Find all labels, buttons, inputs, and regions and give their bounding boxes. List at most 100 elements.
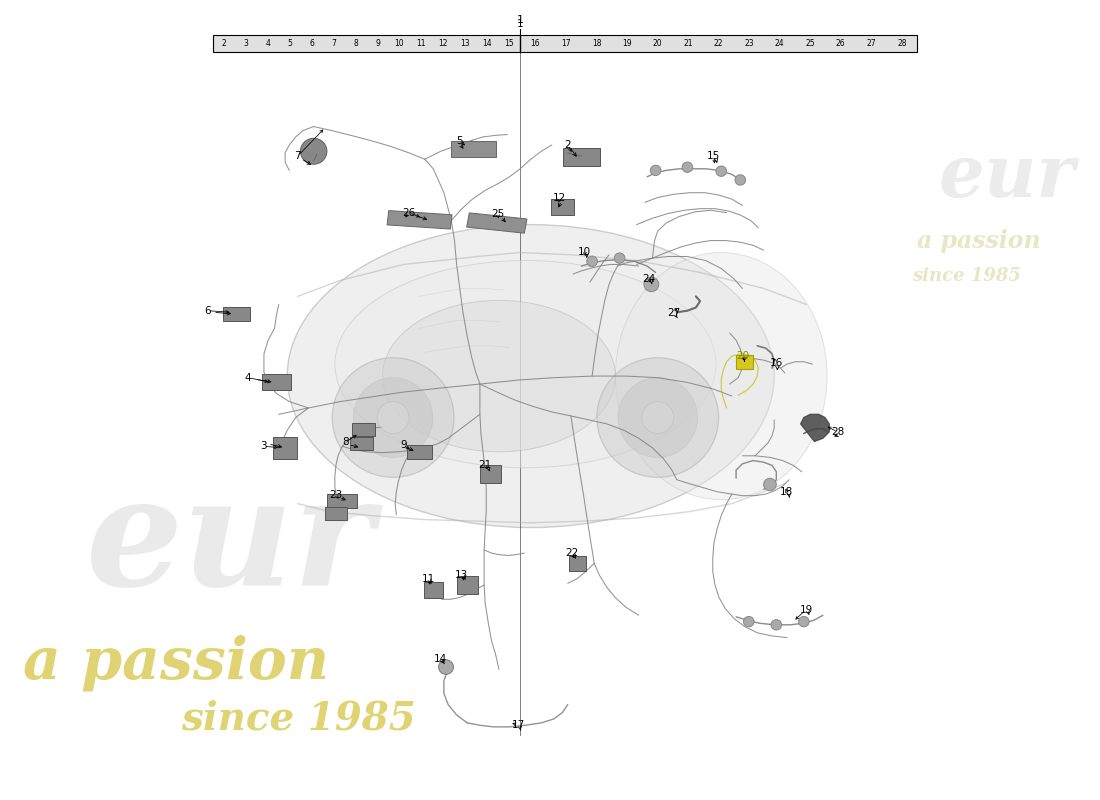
Text: 3: 3 — [261, 442, 267, 451]
Text: 25: 25 — [492, 210, 505, 219]
Text: 10: 10 — [579, 246, 592, 257]
Bar — [352, 423, 375, 436]
Text: 1: 1 — [517, 15, 524, 26]
Bar — [569, 556, 586, 570]
Text: 15: 15 — [504, 39, 514, 48]
Bar — [551, 199, 574, 215]
Ellipse shape — [383, 300, 615, 452]
Text: 1: 1 — [517, 18, 524, 29]
Text: 22: 22 — [714, 39, 724, 48]
Text: a passion: a passion — [23, 635, 329, 691]
Ellipse shape — [682, 162, 693, 172]
Ellipse shape — [744, 617, 755, 627]
Text: 14: 14 — [483, 39, 492, 48]
Bar — [350, 438, 373, 450]
Text: 2: 2 — [564, 140, 571, 150]
Text: 26: 26 — [836, 39, 846, 48]
Text: 17: 17 — [561, 39, 571, 48]
Text: 21: 21 — [478, 460, 492, 470]
Text: 6: 6 — [205, 306, 211, 316]
Text: 21: 21 — [683, 39, 693, 48]
Ellipse shape — [300, 138, 327, 164]
Ellipse shape — [439, 660, 453, 674]
Bar — [480, 466, 502, 483]
Ellipse shape — [287, 225, 774, 527]
Text: 22: 22 — [565, 548, 579, 558]
Text: 9: 9 — [375, 39, 379, 48]
Text: 16: 16 — [530, 39, 540, 48]
Bar — [456, 576, 477, 594]
Polygon shape — [801, 414, 829, 442]
Bar — [736, 354, 754, 369]
Bar — [387, 210, 452, 229]
Ellipse shape — [642, 402, 673, 434]
Text: 10: 10 — [395, 39, 405, 48]
Text: 14: 14 — [434, 654, 448, 664]
Bar — [407, 445, 432, 459]
Ellipse shape — [377, 402, 409, 434]
Text: 3: 3 — [243, 39, 249, 48]
Text: 18: 18 — [780, 487, 793, 498]
Text: 6: 6 — [309, 39, 315, 48]
Text: 17: 17 — [512, 720, 525, 730]
Ellipse shape — [716, 166, 727, 176]
Ellipse shape — [597, 358, 718, 478]
Text: 20: 20 — [652, 39, 662, 48]
Bar — [223, 306, 250, 321]
Text: since 1985: since 1985 — [912, 267, 1021, 286]
Text: 12: 12 — [552, 194, 565, 203]
Text: 24: 24 — [774, 39, 784, 48]
Ellipse shape — [763, 478, 777, 490]
Text: 9: 9 — [400, 441, 407, 450]
Text: 8: 8 — [342, 438, 349, 447]
Text: 2: 2 — [222, 39, 227, 48]
Text: 27: 27 — [667, 308, 680, 318]
Ellipse shape — [586, 256, 597, 266]
Bar — [213, 35, 917, 53]
Text: 5: 5 — [456, 136, 463, 146]
Text: 13: 13 — [461, 39, 470, 48]
Text: 13: 13 — [455, 570, 469, 579]
Ellipse shape — [799, 617, 810, 627]
Text: 20: 20 — [736, 351, 749, 361]
Text: 8: 8 — [353, 39, 358, 48]
Bar — [466, 213, 527, 233]
Ellipse shape — [332, 358, 454, 478]
Text: 19: 19 — [623, 39, 631, 48]
Ellipse shape — [771, 620, 782, 630]
Ellipse shape — [334, 261, 716, 468]
Text: 4: 4 — [244, 373, 252, 382]
Ellipse shape — [353, 378, 432, 458]
Text: 23: 23 — [329, 490, 342, 500]
Bar — [262, 374, 292, 390]
Text: 25: 25 — [805, 39, 815, 48]
Text: since 1985: since 1985 — [182, 700, 416, 738]
Text: 12: 12 — [439, 39, 448, 48]
Bar — [451, 141, 496, 157]
Bar — [328, 494, 358, 509]
Text: eur: eur — [86, 469, 375, 618]
Text: 24: 24 — [642, 274, 656, 284]
Ellipse shape — [644, 277, 659, 292]
Text: eur: eur — [938, 142, 1075, 212]
Bar — [274, 437, 297, 459]
Text: 4: 4 — [265, 39, 271, 48]
Text: 15: 15 — [707, 151, 721, 161]
Ellipse shape — [650, 166, 661, 175]
Ellipse shape — [615, 253, 827, 500]
Text: 27: 27 — [867, 39, 876, 48]
Text: 18: 18 — [592, 39, 602, 48]
Text: 16: 16 — [770, 358, 783, 368]
Text: a passion: a passion — [917, 229, 1041, 253]
Text: 23: 23 — [745, 39, 754, 48]
Bar — [424, 582, 443, 598]
Ellipse shape — [614, 253, 625, 263]
Text: 26: 26 — [403, 208, 416, 218]
Text: 28: 28 — [898, 39, 906, 48]
Bar — [326, 507, 346, 519]
Ellipse shape — [735, 174, 746, 185]
Text: 28: 28 — [832, 427, 845, 437]
Text: 19: 19 — [800, 605, 813, 614]
Text: 7: 7 — [331, 39, 337, 48]
Text: 5: 5 — [287, 39, 293, 48]
